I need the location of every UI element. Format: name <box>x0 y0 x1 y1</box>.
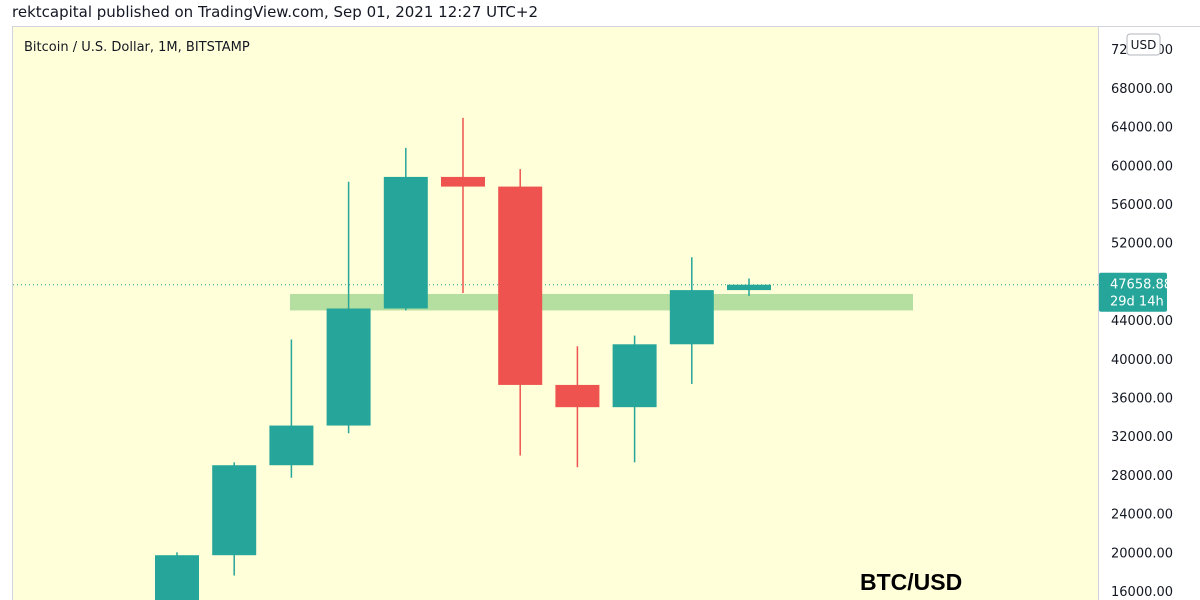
currency-button-box[interactable] <box>1126 33 1161 56</box>
y-tick-label: 44000.00 <box>1111 314 1173 329</box>
publish-header: rektcapital published on TradingView.com… <box>0 0 1200 26</box>
y-tick-label: 56000.00 <box>1111 198 1173 213</box>
chart-frame <box>12 26 1200 600</box>
symbol-title: Bitcoin / U.S. Dollar, 1M, BITSTAMP <box>24 40 250 55</box>
y-tick-label: 32000.00 <box>1111 430 1173 445</box>
candle[interactable] <box>212 462 257 576</box>
candle[interactable] <box>727 278 771 296</box>
candle-body <box>612 344 657 408</box>
candles-layer <box>155 117 771 600</box>
currency-label[interactable]: USD <box>1131 38 1157 52</box>
candle-body <box>498 186 543 385</box>
published-by-text: rektcapital published on TradingView.com… <box>12 3 538 21</box>
candle[interactable] <box>498 169 543 456</box>
candle-body <box>669 290 714 345</box>
support-zone <box>290 293 913 311</box>
support-zone-layer <box>290 293 913 311</box>
y-tick-label: 24000.00 <box>1111 508 1173 523</box>
last-price-label: 47658.88 29d 14h <box>1099 272 1172 312</box>
candle-body <box>727 284 771 291</box>
candle-body <box>441 176 485 187</box>
price-axis-background[interactable] <box>1098 27 1200 600</box>
chart-pane-background[interactable] <box>13 27 1098 600</box>
price-axis-ticks: 16000.00 20000.00 24000.00 28000.00 32000.00… <box>1111 43 1173 600</box>
candle-countdown: 29d 14h <box>1110 295 1164 310</box>
candle-body <box>326 308 371 426</box>
y-tick-label: 16000.00 <box>1111 585 1173 600</box>
candle[interactable] <box>383 147 428 311</box>
y-tick-label: 64000.00 <box>1111 121 1173 136</box>
candle-body <box>555 384 600 408</box>
candle-body <box>383 176 428 309</box>
candle[interactable] <box>441 117 485 294</box>
y-tick-label: 40000.00 <box>1111 353 1173 368</box>
y-tick-label: 28000.00 <box>1111 469 1173 484</box>
y-tick-label: 52000.00 <box>1111 237 1173 252</box>
last-price-value: 47658.88 <box>1110 278 1172 293</box>
y-tick-label: 20000.00 <box>1111 546 1173 561</box>
candle[interactable] <box>555 346 600 468</box>
candle[interactable] <box>612 335 657 463</box>
watermark-label: BTC/USD <box>860 569 962 595</box>
candle-body <box>269 425 314 466</box>
y-tick-label: 36000.00 <box>1111 392 1173 407</box>
candle-body <box>155 555 199 600</box>
candle[interactable] <box>669 257 714 384</box>
candle[interactable] <box>269 339 314 478</box>
y-tick-label: 60000.00 <box>1111 159 1173 174</box>
y-tick-label: 68000.00 <box>1111 82 1173 97</box>
candle[interactable] <box>326 181 371 434</box>
candle-body <box>212 465 257 556</box>
currency-button[interactable]: USD <box>1126 33 1161 56</box>
last-price-label-background <box>1099 272 1167 312</box>
candle[interactable] <box>155 552 199 600</box>
